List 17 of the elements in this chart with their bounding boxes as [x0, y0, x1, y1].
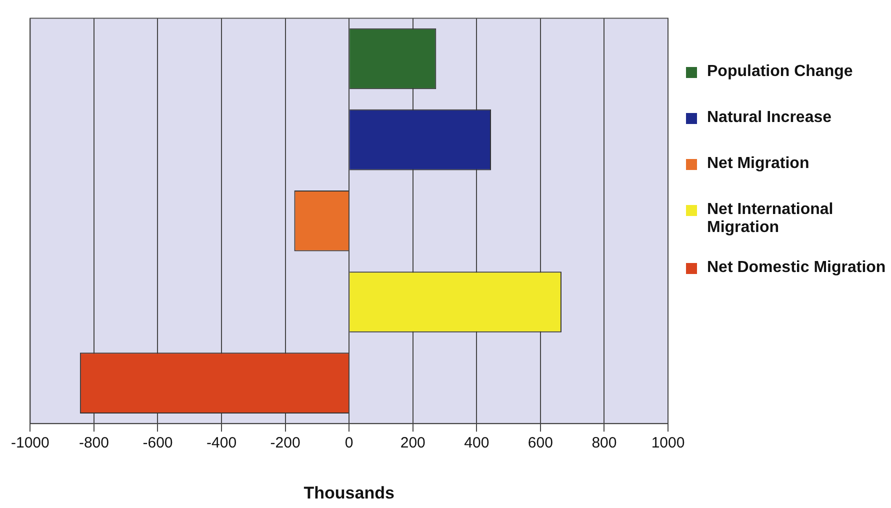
legend-label: Natural Increase [707, 109, 832, 127]
legend-label: Population Change [707, 63, 853, 81]
x-tick-label: -400 [206, 434, 237, 452]
x-tick-label: 600 [528, 434, 553, 452]
x-tick-label: 800 [592, 434, 617, 452]
legend-label: Net International Migration [707, 201, 834, 237]
x-tick-label: 1000 [651, 434, 685, 452]
x-axis-title: Thousands [304, 483, 394, 502]
x-tick-label: 0 [344, 434, 354, 452]
legend-label: Net Migration [707, 155, 810, 173]
x-tick-label: -600 [142, 434, 173, 452]
x-tick-label: -800 [78, 434, 109, 452]
x-tick-label: 200 [400, 434, 426, 452]
legend-label: Net Domestic Migration [707, 259, 886, 277]
x-tick-label: 400 [464, 434, 490, 452]
x-tick-label: -1000 [10, 434, 50, 452]
x-tick-label: -200 [270, 434, 300, 452]
